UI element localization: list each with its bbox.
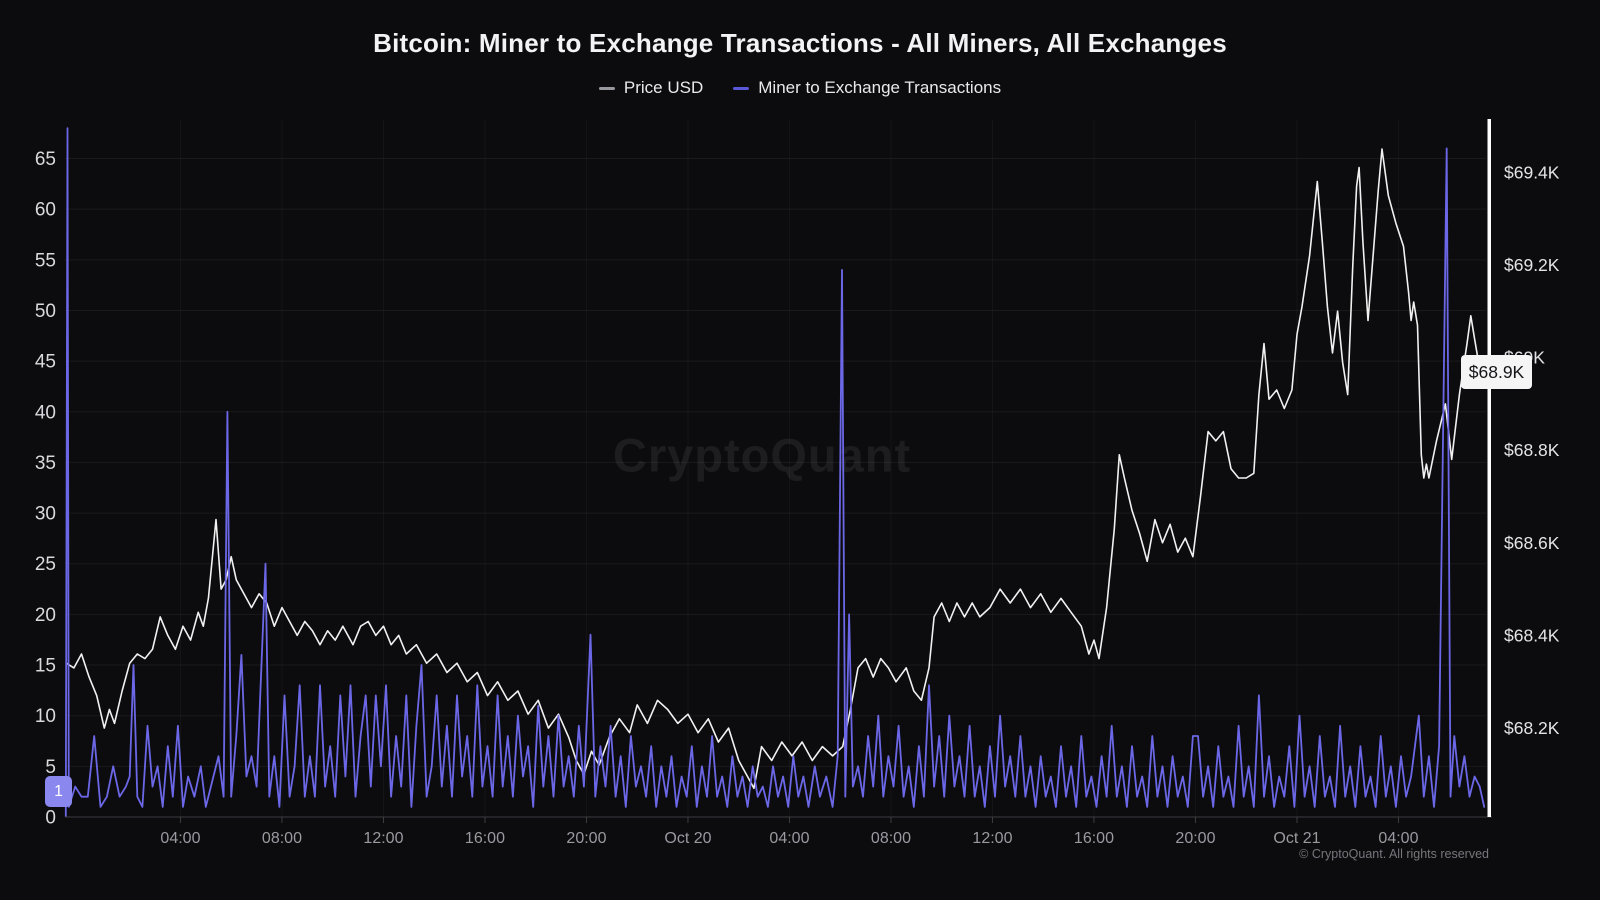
- left-axis-label: 10: [35, 706, 56, 727]
- left-axis-label: 20: [35, 605, 56, 626]
- right-axis-label: $69.4K: [1504, 162, 1560, 182]
- x-tick-label: 20:00: [1175, 830, 1215, 847]
- left-axis-label: 0: [45, 808, 56, 829]
- x-tick-label: 20:00: [566, 830, 606, 847]
- right-axis-label: $68.8K: [1504, 440, 1560, 460]
- x-tick-label: Oct 21: [1273, 830, 1320, 847]
- cryptoquant-watermark: CryptoQuant: [612, 428, 912, 482]
- left-axis-label: 55: [35, 250, 56, 271]
- x-tick-label: 12:00: [363, 830, 403, 847]
- last-transactions-badge: 1: [45, 776, 72, 807]
- left-axis-label: 60: [35, 200, 56, 221]
- left-axis-label: 5: [45, 757, 56, 778]
- left-axis-label: 40: [35, 402, 56, 423]
- chart-title: Bitcoin: Miner to Exchange Transactions …: [373, 28, 1227, 58]
- x-tick-label: 12:00: [972, 830, 1012, 847]
- left-axis-label: 50: [35, 301, 56, 322]
- x-tick-label: 04:00: [769, 830, 809, 847]
- left-axis-label: 30: [35, 504, 56, 525]
- x-tick-label: 16:00: [1074, 830, 1114, 847]
- x-tick-label: 16:00: [465, 830, 505, 847]
- right-axis-label: $68.2K: [1504, 718, 1560, 738]
- copyright-note: © CryptoQuant. All rights reserved: [1299, 847, 1489, 861]
- x-tick-label: Oct 20: [664, 830, 711, 847]
- transactions-line-series: [64, 127, 1486, 817]
- x-tick-label: 04:00: [1378, 830, 1418, 847]
- chart-legend: Price USD Miner to Exchange Transactions: [0, 78, 1600, 98]
- left-axis-label: 35: [35, 453, 56, 474]
- right-axis-label: $68.4K: [1504, 625, 1560, 645]
- left-axis-label: 45: [35, 352, 56, 373]
- price-series-swatch-icon: [598, 86, 615, 90]
- right-axis-line: [1487, 119, 1491, 817]
- left-axis-label: 15: [35, 656, 56, 677]
- x-tick-label: 08:00: [871, 830, 911, 847]
- left-axis-label: 25: [35, 554, 56, 575]
- x-tick-label: 04:00: [160, 830, 200, 847]
- legend-item-price-usd[interactable]: Price USD: [598, 78, 704, 98]
- transactions-series-swatch-icon: [733, 86, 750, 90]
- price-line-series: [65, 148, 1482, 790]
- left-axis-label: 65: [35, 149, 56, 170]
- legend-item-miner-to-exchange[interactable]: Miner to Exchange Transactions: [733, 78, 1001, 98]
- right-axis-label: $68.6K: [1504, 533, 1560, 553]
- right-axis-label: $69.2K: [1504, 255, 1560, 275]
- legend-label-miner-to-exchange: Miner to Exchange Transactions: [758, 78, 1002, 97]
- legend-label-price-usd: Price USD: [623, 78, 704, 97]
- last-price-badge: $68.9K: [1461, 355, 1532, 389]
- x-tick-label: 08:00: [262, 830, 302, 847]
